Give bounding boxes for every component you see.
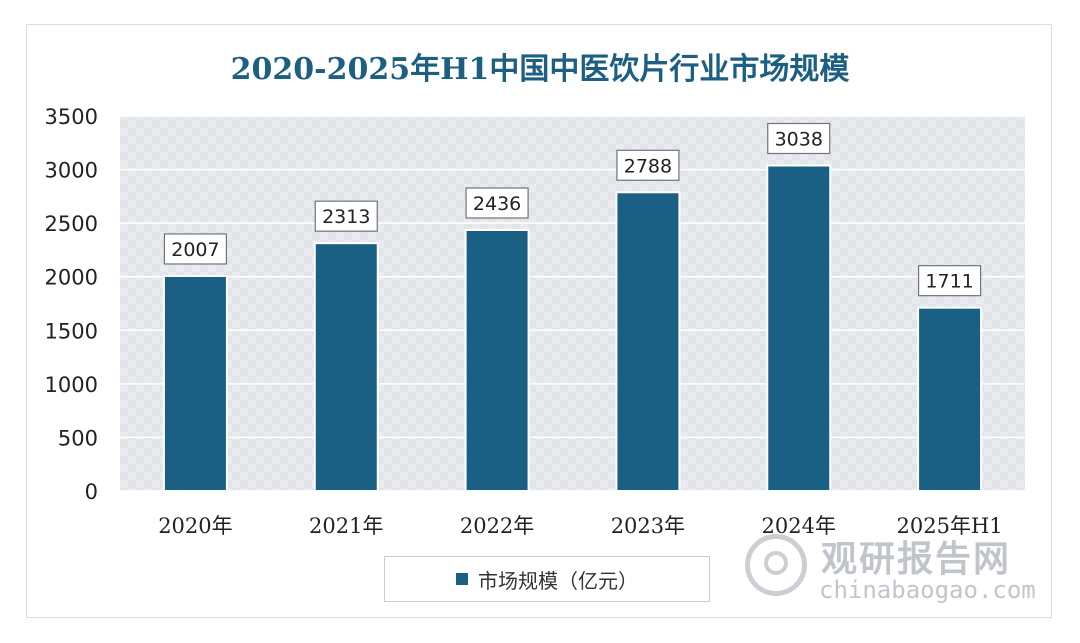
bar	[917, 306, 983, 492]
x-axis-ticks: 2020年 2021年 2022年 2023年 2024年 2025年H1	[158, 514, 1002, 538]
watermark-en: chinabaogao.com	[819, 576, 1036, 604]
logo-icon	[745, 534, 807, 596]
bar	[162, 274, 228, 493]
y-tick-label: 500	[58, 426, 98, 450]
data-label: 2007	[171, 239, 219, 261]
data-label-box	[314, 200, 378, 232]
x-tick-label: 2025年H1	[897, 514, 1003, 538]
data-label-box	[465, 187, 529, 219]
data-label-box	[163, 233, 228, 265]
data-label-box	[767, 122, 831, 155]
y-tick-label: 0	[85, 480, 98, 504]
x-tick-label: 2022年	[460, 514, 534, 538]
y-tick-label: 1500	[45, 319, 98, 343]
bar	[464, 229, 530, 492]
data-label: 1711	[925, 271, 973, 293]
legend-label: 市场规模（亿元）	[478, 568, 638, 593]
bar	[313, 242, 379, 492]
plot-area	[120, 116, 1025, 491]
data-label-box	[917, 265, 982, 297]
legend-swatch	[456, 573, 468, 585]
chart-title: 2020-2025年H1中国中医饮片行业市场规模	[230, 52, 850, 87]
y-tick-label: 3500	[45, 105, 98, 129]
y-tick-label: 2000	[45, 266, 98, 290]
x-tick-label: 2021年	[309, 514, 383, 538]
x-tick-label: 2020年	[158, 514, 232, 538]
data-label: 2313	[322, 206, 370, 228]
bar	[615, 191, 681, 493]
data-label: 2436	[473, 193, 521, 215]
y-tick-label: 3000	[45, 159, 98, 183]
data-label-box	[616, 149, 680, 181]
legend: 市场规模（亿元）	[384, 556, 710, 602]
data-label: 3038	[775, 129, 823, 151]
bar	[766, 164, 832, 492]
bars	[162, 164, 983, 493]
gridlines	[120, 115, 1025, 492]
watermark-cn: 观研报告网	[821, 539, 1012, 580]
y-axis-ticks: 0 500 1000 1500 2000 2500 3000 3500	[45, 105, 98, 504]
watermark: 观研报告网 chinabaogao.com	[745, 530, 1036, 610]
y-tick-label: 2500	[45, 212, 98, 236]
x-tick-label: 2023年	[611, 514, 685, 538]
data-label: 2788	[624, 155, 672, 177]
y-tick-label: 1000	[45, 373, 98, 397]
data-labels: 2007 2313 2436 2788 3038 1711	[163, 122, 982, 297]
